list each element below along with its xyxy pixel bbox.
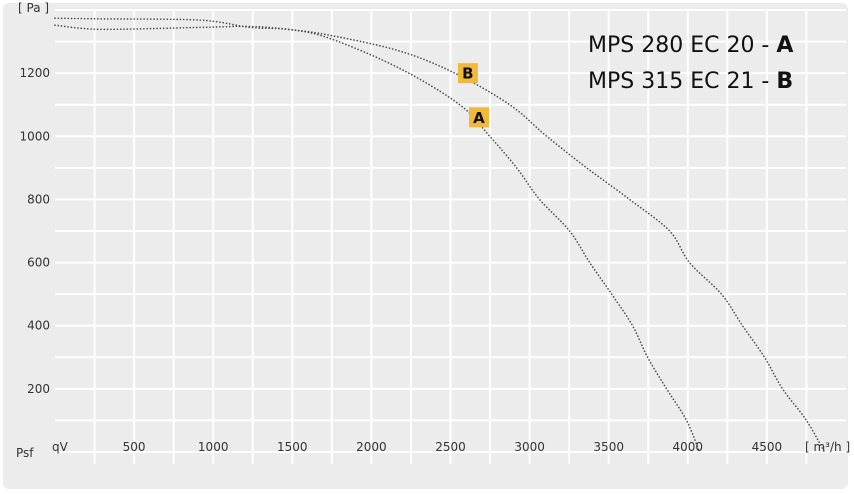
legend-entry-b: MPS 315 EC 21 - B — [588, 69, 793, 94]
marker-box — [468, 107, 489, 128]
y-tick-label: 1200 — [19, 66, 50, 80]
tick-labels: 200 400 600 800 1000 1200 500 1000 1500 2000 2500 3… — [19, 66, 782, 454]
y-axis-symbol: Psf — [16, 446, 34, 460]
x-tick-label: 500 — [123, 440, 146, 454]
marker-box — [457, 63, 478, 84]
x-axis-symbol: qV — [52, 440, 69, 454]
y-unit-label: [ Pa ] — [18, 1, 49, 15]
y-tick-label: 200 — [27, 382, 50, 396]
y-tick-label: 600 — [27, 256, 50, 270]
marker-a: A — [468, 107, 489, 128]
x-tick-label: 1500 — [277, 440, 308, 454]
x-tick-label: 2000 — [356, 440, 387, 454]
y-tick-label: 1000 — [19, 129, 50, 143]
marker-b: B — [457, 63, 478, 84]
marker-label: A — [473, 109, 485, 127]
curve-a — [54, 17, 701, 453]
y-tick-label: 800 — [27, 192, 50, 206]
x-tick-label: 4000 — [673, 440, 704, 454]
plot-background — [3, 3, 848, 489]
x-tick-label: 3000 — [514, 440, 545, 454]
x-tick-label: 2500 — [435, 440, 466, 454]
grid — [55, 9, 846, 464]
x-unit-label: [ m³/h ] — [805, 440, 850, 454]
x-tick-label: 1000 — [198, 440, 229, 454]
x-tick-label: 4500 — [752, 440, 783, 454]
x-tick-label: 3500 — [593, 440, 624, 454]
curve-b — [54, 24, 826, 453]
curves — [54, 17, 826, 453]
legend-entry-a: MPS 280 EC 20 - A — [588, 33, 793, 58]
marker-label: B — [462, 65, 473, 83]
curve-markers: BA — [457, 63, 489, 128]
y-tick-label: 400 — [27, 319, 50, 333]
